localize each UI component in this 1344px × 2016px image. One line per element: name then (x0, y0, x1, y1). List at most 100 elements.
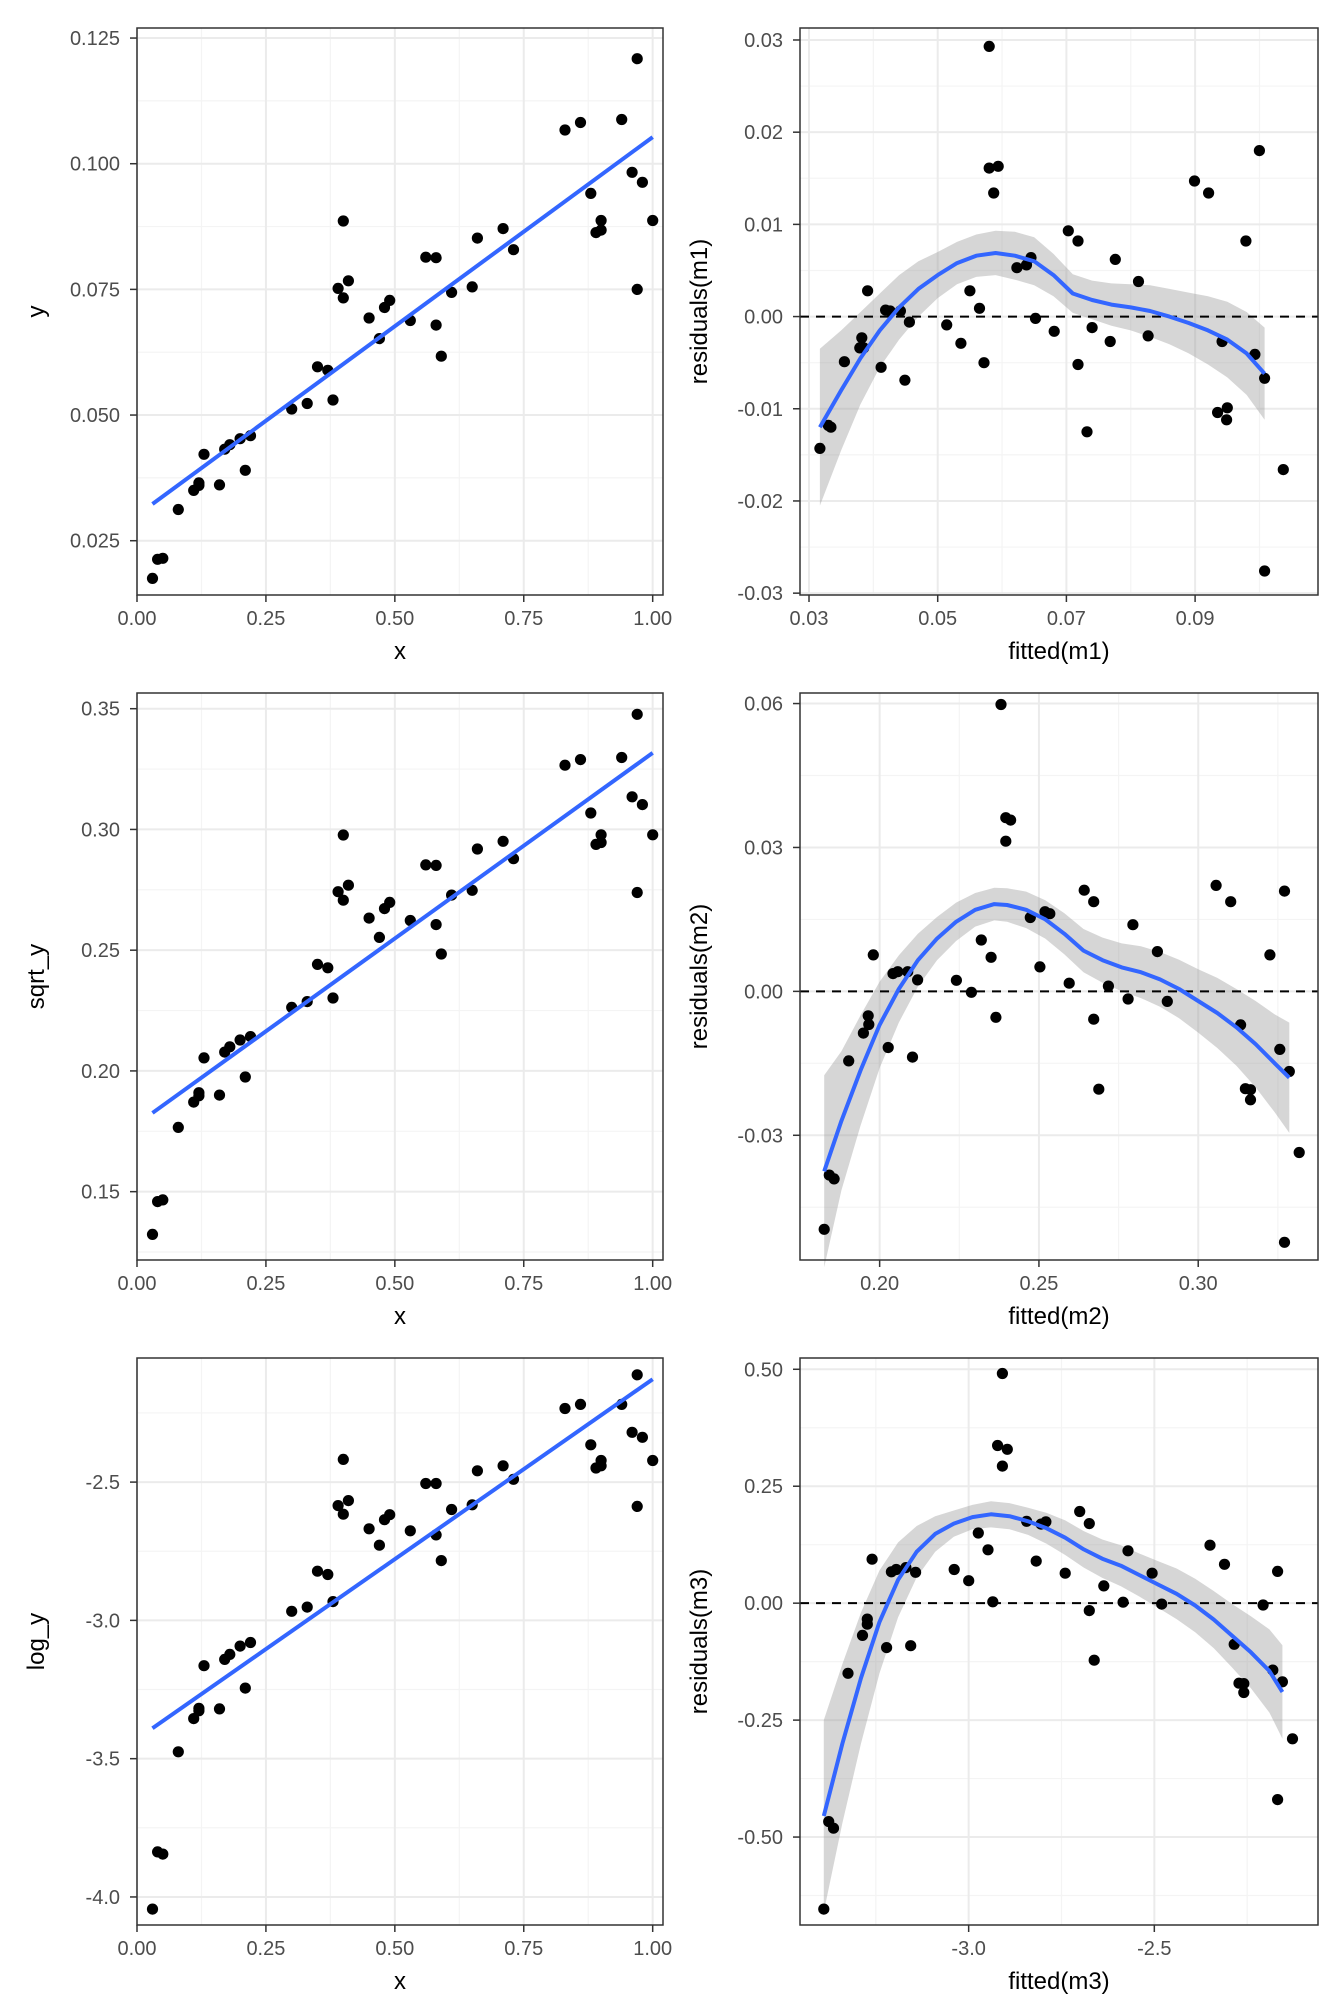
data-point (843, 1055, 855, 1067)
data-point (342, 275, 354, 287)
data-point (892, 966, 904, 978)
data-point (1240, 235, 1252, 247)
data-point (507, 244, 520, 256)
chart-panel-3: 0.00 0.25 0.50 0.75 1.00 0.15 0.20 0.25 0.30 0.35… (23, 692, 672, 1330)
data-point (636, 176, 649, 188)
y-tick-label: -0.01 (737, 399, 783, 421)
data-point (1151, 946, 1163, 958)
data-point (1117, 1596, 1129, 1608)
y-tick-label: 0.075 (70, 279, 120, 301)
x-tick-label: 0.30 (1179, 1273, 1218, 1295)
data-point (1278, 885, 1291, 897)
x-axis-title: x (394, 638, 406, 665)
panel-border (799, 1357, 1319, 1926)
panel-border (799, 27, 1319, 596)
data-point (497, 223, 509, 235)
data-point (574, 116, 587, 129)
data-point (363, 1523, 375, 1535)
data-point (157, 1194, 169, 1206)
x-tick-label: 0.07 (1047, 608, 1086, 630)
y-tick-label: 0.125 (70, 28, 120, 50)
data-point (1188, 175, 1201, 187)
data-point (941, 319, 953, 331)
chart-panel-6: -3.0 -2.5 -0.50 -0.25 0.00 0.25 0.50 fitted(m3)… (686, 1357, 1319, 1995)
data-point (193, 479, 205, 491)
data-point (342, 879, 354, 891)
data-point (906, 1051, 919, 1063)
y-tick-label: 0.025 (70, 531, 120, 553)
data-point (1244, 1094, 1257, 1106)
data-point (987, 1596, 999, 1608)
data-point (973, 302, 986, 314)
x-tick-label: 0.25 (246, 1273, 285, 1295)
data-point (1011, 262, 1023, 274)
y-axis-title: y (23, 306, 50, 318)
data-point (827, 1822, 840, 1834)
x-axis-title: fitted(m2) (1008, 1303, 1109, 1330)
data-point (992, 1439, 1004, 1452)
data-point (1001, 1443, 1013, 1455)
y-tick-label: -3.0 (86, 1610, 120, 1632)
chart-panel-4: 0.20 0.25 0.30 -0.03 0.00 0.03 0.06 fitted(m2) r… (686, 692, 1319, 1330)
data-point (631, 1369, 643, 1381)
data-point (311, 958, 324, 971)
data-point (1218, 1558, 1231, 1570)
y-tick-label: 0.35 (81, 699, 120, 721)
y-tick-label: 0.15 (81, 1182, 120, 1204)
x-tick-label: 0.75 (504, 608, 543, 630)
data-point (1127, 919, 1139, 931)
x-tick-label: 0.50 (375, 608, 414, 630)
data-point (1034, 961, 1046, 973)
data-point (1086, 322, 1098, 334)
data-point (881, 1642, 893, 1654)
data-point (446, 1503, 458, 1516)
data-point (420, 1477, 432, 1490)
x-tick-label: 0.09 (1176, 608, 1215, 630)
y-axis-title: residuals(m3) (686, 1569, 713, 1714)
panel-border (799, 692, 1319, 1261)
data-point (332, 282, 344, 294)
data-point (239, 1071, 251, 1083)
data-point (950, 974, 963, 986)
data-point (430, 319, 442, 331)
data-point (146, 1903, 159, 1915)
data-point (1081, 426, 1093, 438)
data-point (420, 859, 432, 871)
data-point (1048, 325, 1060, 337)
y-axis-title: residuals(m2) (686, 904, 713, 1049)
x-axis-title: fitted(m3) (1008, 1968, 1109, 1995)
data-point (559, 124, 571, 136)
data-point (198, 448, 210, 460)
x-tick-label: -2.5 (1137, 1938, 1171, 1960)
y-tick-label: -0.02 (737, 491, 783, 513)
data-point (373, 931, 385, 944)
data-point (363, 312, 375, 324)
data-point (234, 1034, 246, 1046)
y-tick-label: -0.03 (737, 1125, 783, 1147)
data-point (818, 1223, 830, 1235)
x-tick-label: 0.75 (504, 1273, 543, 1295)
data-point (595, 224, 607, 236)
data-point (1083, 1605, 1095, 1617)
y-tick-label: 0.25 (81, 940, 120, 962)
data-point (1078, 884, 1090, 896)
data-point (1062, 225, 1074, 237)
data-point (631, 53, 643, 65)
data-point (574, 754, 587, 766)
data-point (595, 214, 607, 227)
data-point (1093, 1083, 1105, 1095)
data-point (435, 350, 447, 362)
data-point (1088, 1654, 1100, 1666)
data-point (1000, 835, 1012, 847)
y-tick-label: -0.03 (737, 583, 783, 605)
data-point (856, 332, 868, 344)
data-point (1072, 235, 1084, 247)
data-point (1122, 993, 1134, 1005)
x-tick-label: 1.00 (633, 1273, 672, 1295)
data-point (1277, 464, 1289, 476)
data-point (905, 1640, 917, 1652)
data-point (863, 1018, 875, 1031)
data-point (856, 1629, 869, 1641)
data-point (311, 1565, 324, 1577)
data-point (636, 799, 649, 811)
